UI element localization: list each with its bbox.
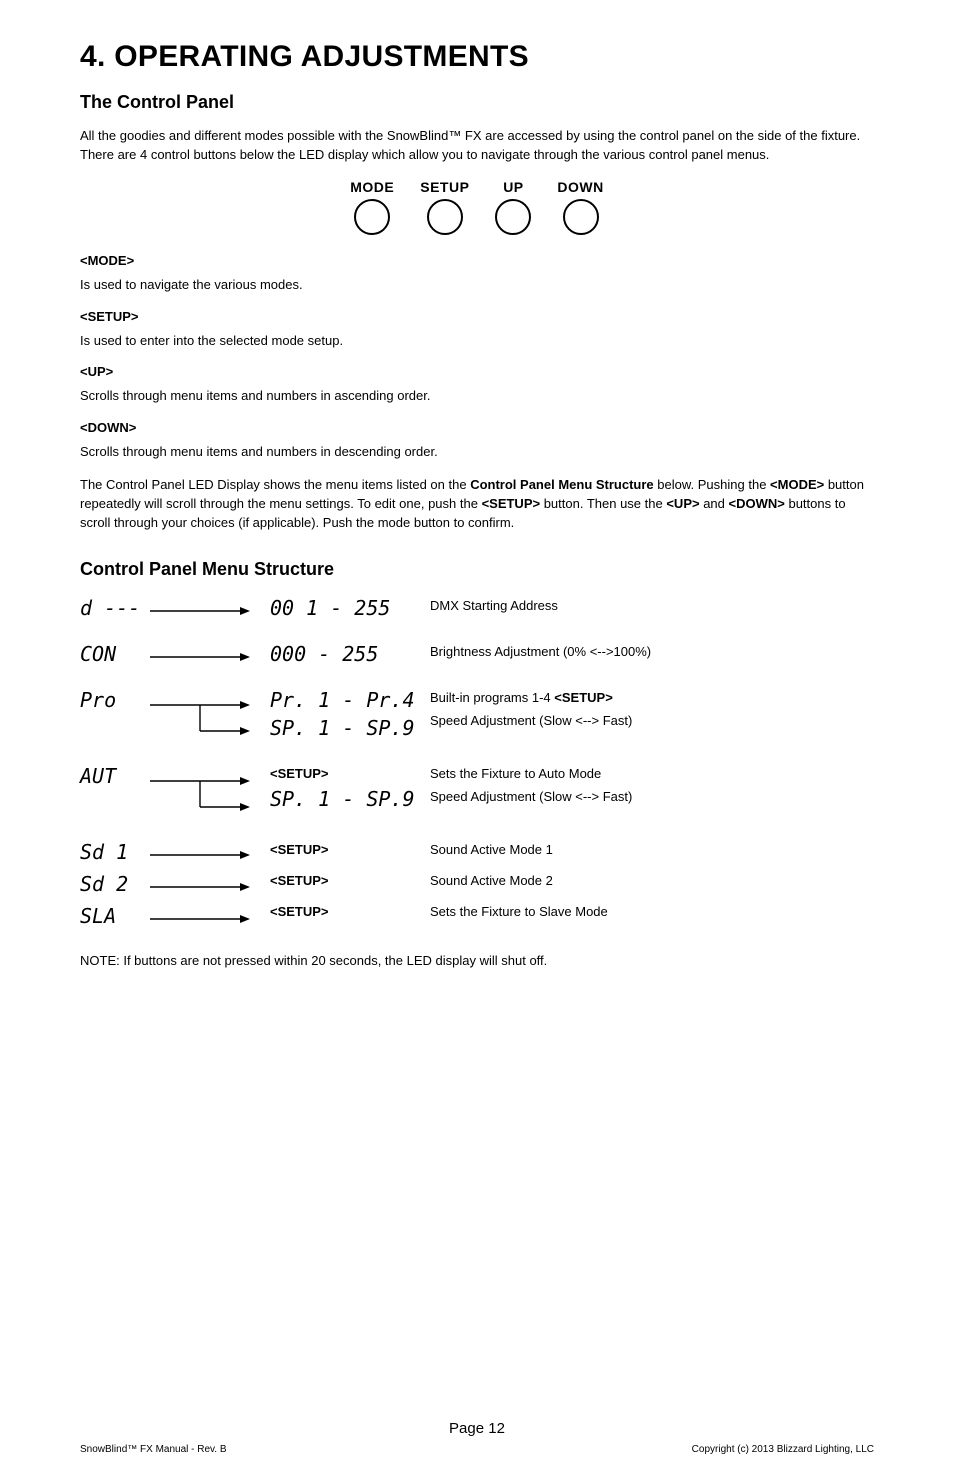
led-pro: Pro — [80, 690, 150, 710]
arrow-icon — [150, 644, 270, 664]
desc-aut-2: Speed Adjustment (Slow <--> Fast) — [430, 789, 874, 804]
arrow-icon — [150, 848, 250, 862]
val-dmx: 00 1 - 255 — [270, 598, 430, 618]
desc-sd1: Sound Active Mode 1 — [430, 842, 874, 857]
mode-label: MODE — [350, 179, 394, 195]
down-button-diagram: DOWN — [557, 179, 603, 235]
branch-arrow-icon — [150, 690, 270, 740]
intro-paragraph: All the goodies and different modes poss… — [80, 127, 874, 165]
desc-pro-1b: <SETUP> — [554, 690, 613, 705]
section-heading-control-panel: The Control Panel — [80, 92, 874, 113]
footer-left: SnowBlind™ FX Manual - Rev. B — [80, 1444, 227, 1455]
arrow-icon — [150, 912, 250, 926]
led-sd2: Sd 2 — [80, 874, 150, 894]
desc-pro-1: Built-in programs 1-4 <SETUP> — [430, 690, 874, 705]
val-aut-1: <SETUP> — [270, 766, 430, 781]
setup-label: SETUP — [420, 179, 469, 195]
mode-tag: <MODE> — [80, 253, 874, 268]
sp-bold-b: <MODE> — [770, 477, 824, 492]
section-heading-menu-structure: Control Panel Menu Structure — [80, 559, 874, 580]
sp-bold-c: <SETUP> — [482, 496, 541, 511]
val-pro-1: Pr. 1 - Pr.4 — [270, 690, 430, 710]
sp-d: button. Then use the — [540, 496, 666, 511]
desc-sd2: Sound Active Mode 2 — [430, 873, 874, 888]
up-button-diagram: UP — [495, 179, 531, 235]
menu-row-aut: AUT <SETUP> SP. 1 - SP.9 Sets the Fixtur… — [80, 766, 874, 816]
up-desc: Scrolls through menu items and numbers i… — [80, 387, 874, 406]
desc-aut-1: Sets the Fixture to Auto Mode — [430, 766, 874, 781]
setup-circle-icon — [427, 199, 463, 235]
menu-row-dmx: d --- 00 1 - 255 DMX Starting Address — [80, 598, 874, 618]
desc-pro-1a: Built-in programs 1-4 — [430, 690, 554, 705]
up-label: UP — [503, 179, 523, 195]
menu-structure-table: d --- 00 1 - 255 DMX Starting Address CO… — [80, 598, 874, 926]
down-circle-icon — [563, 199, 599, 235]
up-tag: <UP> — [80, 364, 874, 379]
setup-button-diagram: SETUP — [420, 179, 469, 235]
val-aut-2: SP. 1 - SP.9 — [270, 789, 430, 809]
desc-con: Brightness Adjustment (0% <-->100%) — [430, 644, 874, 659]
val-pro-2: SP. 1 - SP.9 — [270, 718, 430, 738]
button-diagram: MODE SETUP UP DOWN — [80, 179, 874, 235]
note-text: NOTE: If buttons are not pressed within … — [80, 952, 874, 971]
led-sla: SLA — [80, 906, 150, 926]
sp-e: and — [700, 496, 729, 511]
arrow-icon — [150, 598, 270, 618]
arrow-group — [150, 842, 270, 926]
branch-arrow-icon — [150, 766, 270, 816]
page-number: Page 12 — [0, 1420, 954, 1437]
val-con: 000 - 255 — [270, 644, 430, 664]
menu-row-con: CON 000 - 255 Brightness Adjustment (0% … — [80, 644, 874, 664]
setup-tag: <SETUP> — [80, 309, 874, 324]
sp-bold-a: Control Panel Menu Structure — [470, 477, 653, 492]
val-sd1: <SETUP> — [270, 842, 430, 857]
down-label: DOWN — [557, 179, 603, 195]
setup-desc: Is used to enter into the selected mode … — [80, 332, 874, 351]
led-aut: AUT — [80, 766, 150, 786]
sp-b: below. Pushing the — [654, 477, 770, 492]
desc-sla: Sets the Fixture to Slave Mode — [430, 904, 874, 919]
led-con: CON — [80, 644, 150, 664]
sp-a: The Control Panel LED Display shows the … — [80, 477, 470, 492]
down-tag: <DOWN> — [80, 420, 874, 435]
mode-button-diagram: MODE — [350, 179, 394, 235]
footer-right: Copyright (c) 2013 Blizzard Lighting, LL… — [692, 1444, 874, 1455]
val-sla: <SETUP> — [270, 904, 430, 919]
led-d: d --- — [80, 598, 150, 618]
mode-circle-icon — [354, 199, 390, 235]
down-desc: Scrolls through menu items and numbers i… — [80, 443, 874, 462]
arrow-icon — [150, 880, 250, 894]
led-sd1: Sd 1 — [80, 842, 150, 862]
mode-desc: Is used to navigate the various modes. — [80, 276, 874, 295]
page-title: 4. OPERATING ADJUSTMENTS — [80, 40, 874, 74]
desc-pro-2: Speed Adjustment (Slow <--> Fast) — [430, 713, 874, 728]
sp-bold-e: <DOWN> — [729, 496, 785, 511]
sp-bold-d: <UP> — [666, 496, 699, 511]
desc-dmx: DMX Starting Address — [430, 598, 874, 613]
up-circle-icon — [495, 199, 531, 235]
structure-paragraph: The Control Panel LED Display shows the … — [80, 476, 874, 533]
val-sd2: <SETUP> — [270, 873, 430, 888]
menu-row-pro: Pro Pr. 1 - Pr.4 SP. 1 - SP.9 Built-in p… — [80, 690, 874, 740]
menu-row-sound: Sd 1 Sd 2 SLA <SETUP> <SETUP> <SETUP> So… — [80, 842, 874, 926]
